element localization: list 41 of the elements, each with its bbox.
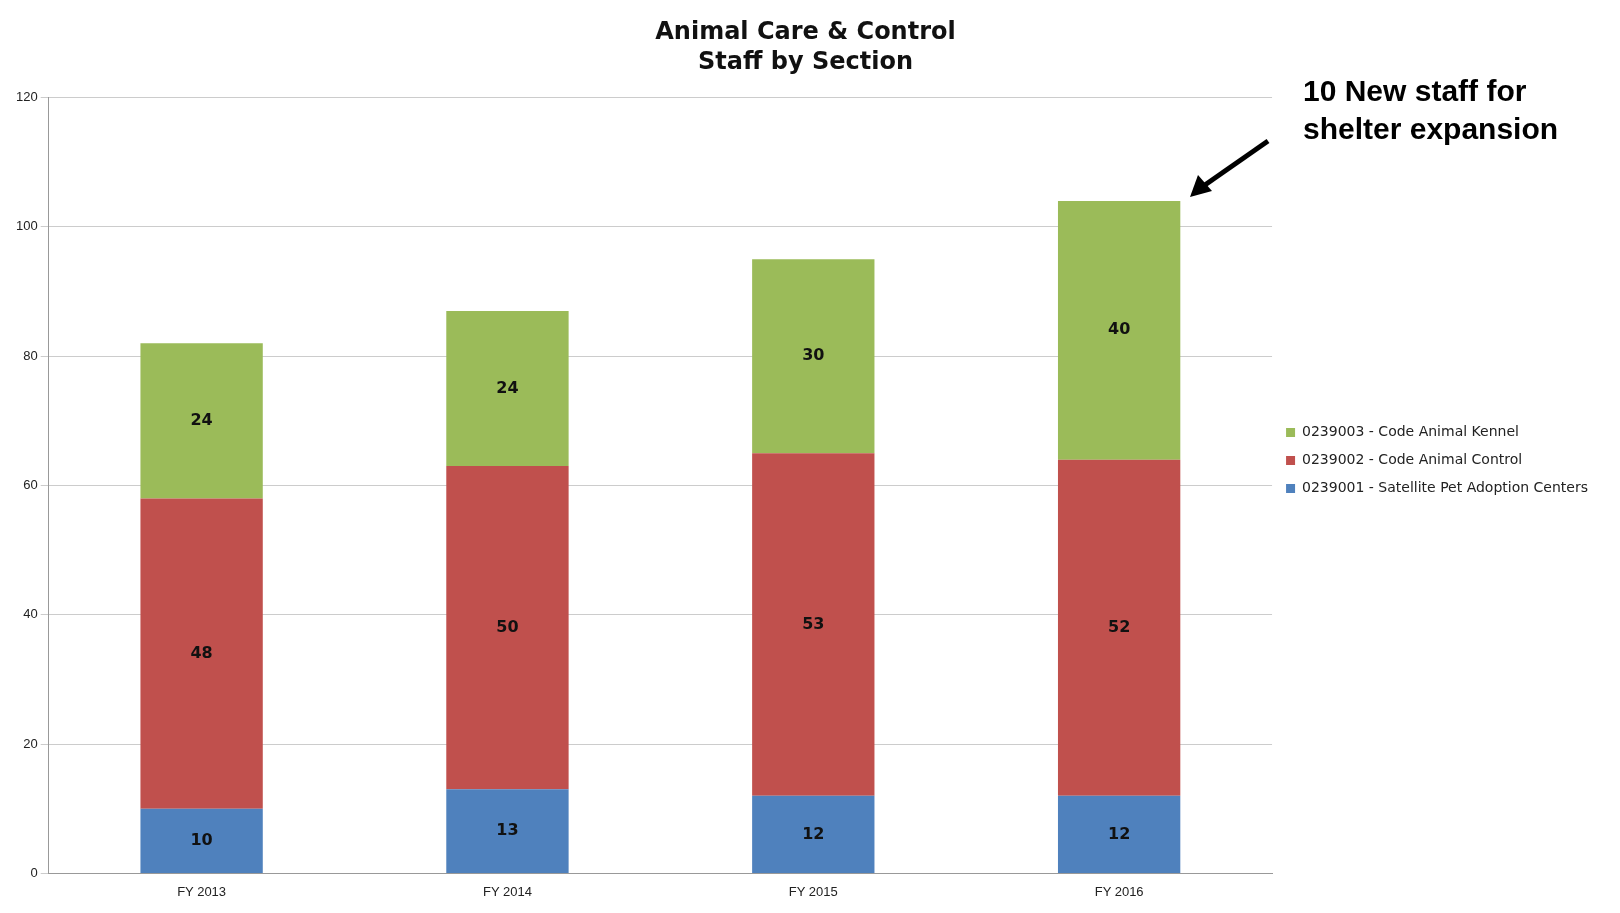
x-tick-label: FY 2013 bbox=[177, 883, 227, 899]
legend-label: 0239002 - Code Animal Control bbox=[1302, 451, 1523, 468]
bar bbox=[1057, 201, 1181, 460]
x-tick-label: FY 2014 bbox=[482, 883, 532, 899]
data-label: 52 bbox=[1108, 616, 1131, 636]
y-tick-label: 120 bbox=[15, 89, 38, 105]
data-label: 24 bbox=[190, 410, 213, 430]
data-label: 12 bbox=[802, 823, 825, 843]
data-label: 48 bbox=[190, 642, 213, 662]
data-label: 40 bbox=[1108, 319, 1131, 339]
data-label: 12 bbox=[1108, 823, 1131, 843]
data-label: 53 bbox=[802, 613, 825, 633]
data-label: 13 bbox=[496, 820, 519, 840]
bar bbox=[752, 259, 875, 454]
y-tick-label: 80 bbox=[23, 347, 38, 363]
bar bbox=[752, 795, 875, 873]
bar bbox=[446, 310, 569, 467]
x-tick-label: FY 2016 bbox=[1094, 883, 1144, 899]
bar bbox=[446, 789, 569, 873]
legend-label: 0239001 - Satellite Pet Adoption Centers bbox=[1302, 479, 1589, 496]
bar bbox=[140, 343, 263, 499]
bar bbox=[1057, 459, 1181, 796]
data-label: 50 bbox=[496, 616, 519, 636]
chart-title: Animal Care & Control bbox=[655, 16, 956, 45]
chart-subtitle: Staff by Section bbox=[698, 47, 913, 76]
bar bbox=[1057, 795, 1181, 873]
y-tick-label: 100 bbox=[15, 218, 38, 234]
bar bbox=[140, 498, 263, 809]
legend-label: 0239003 - Code Animal Kennel bbox=[1302, 423, 1519, 440]
data-label: 24 bbox=[496, 377, 519, 397]
x-tick-label: FY 2015 bbox=[788, 883, 838, 899]
y-tick-label: 60 bbox=[23, 477, 38, 493]
data-label: 10 bbox=[190, 829, 213, 849]
text: 10 New staff for shelter expansion bbox=[1303, 74, 1559, 146]
bar bbox=[446, 466, 569, 790]
bar bbox=[140, 808, 263, 873]
y-tick-label: 40 bbox=[23, 606, 38, 622]
y-tick-label: 20 bbox=[23, 735, 38, 751]
data-label: 30 bbox=[802, 345, 825, 365]
bar bbox=[752, 453, 875, 796]
y-tick-label: 0 bbox=[30, 864, 38, 880]
